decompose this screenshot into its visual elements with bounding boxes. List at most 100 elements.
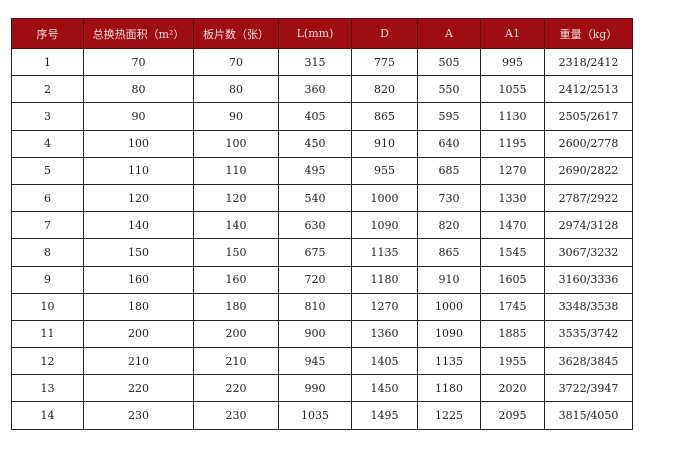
- table-cell: 160: [193, 265, 279, 294]
- table-row: 5 110 110 495 955 685 1270 2690/2822: [11, 156, 633, 185]
- table-cell: 150: [83, 238, 194, 267]
- table-row: 2 80 80 360 820 550 1055 2412/2513: [11, 75, 633, 104]
- table-row: 9 160 160 720 1180 910 1605 3160/3336: [11, 265, 633, 294]
- table-cell: 1055: [480, 75, 545, 104]
- table-cell: 1000: [351, 183, 418, 213]
- table-cell: 1000: [417, 292, 481, 321]
- table-cell: 12: [11, 347, 84, 376]
- table-row: 13 220 220 990 1450 1180 2020 3722/3947: [11, 374, 633, 403]
- table-cell: 1470: [480, 211, 545, 240]
- table-cell: 4: [11, 129, 84, 158]
- table-cell: 9: [11, 265, 84, 294]
- table-cell: 730: [417, 183, 481, 213]
- table-cell: 100: [83, 129, 194, 158]
- table-cell: 2600/2778: [544, 129, 633, 158]
- table-row: 1 70 70 315 775 505 995 2318/2412: [11, 47, 633, 77]
- table-cell: 210: [83, 347, 194, 376]
- table-cell: 820: [417, 211, 481, 240]
- column-header: A1: [480, 18, 545, 49]
- table-cell: 1270: [480, 156, 545, 185]
- table-row: 14 230 230 1035 1495 1225 2095 3815/4050: [11, 401, 633, 430]
- column-header: 序号: [11, 18, 84, 49]
- table-row: 10 180 180 810 1270 1000 1745 3348/3538: [11, 292, 633, 321]
- spec-table: 序号 总换热面积（m²） 板片数（张） L(mm) D A A1 重量（kg） 1 70 70 31…: [11, 18, 633, 430]
- table-cell: 360: [278, 75, 352, 104]
- table-cell: 3722/3947: [544, 374, 633, 403]
- table-cell: 2318/2412: [544, 47, 633, 77]
- table-cell: 70: [83, 47, 194, 77]
- table-cell: 675: [278, 238, 352, 267]
- table-cell: 1090: [351, 211, 418, 240]
- table-cell: 1180: [351, 265, 418, 294]
- table-cell: 945: [278, 347, 352, 376]
- table-cell: 1135: [351, 238, 418, 267]
- table-cell: 2505/2617: [544, 102, 633, 131]
- table-cell: 865: [351, 102, 418, 131]
- table-cell: 80: [193, 75, 279, 104]
- table-cell: 8: [11, 238, 84, 267]
- table-cell: 3348/3538: [544, 292, 633, 321]
- column-header: 板片数（张）: [193, 18, 279, 49]
- table-cell: 1: [11, 47, 84, 77]
- table-cell: 1545: [480, 238, 545, 267]
- table-cell: 775: [351, 47, 418, 77]
- column-header: 重量（kg）: [544, 18, 633, 49]
- table-cell: 140: [193, 211, 279, 240]
- table-cell: 14: [11, 401, 84, 430]
- table-cell: 80: [83, 75, 194, 104]
- table-cell: 630: [278, 211, 352, 240]
- table-cell: 160: [83, 265, 194, 294]
- table-row: 8 150 150 675 1135 865 1545 3067/3232: [11, 238, 633, 267]
- table-cell: 3815/4050: [544, 401, 633, 430]
- table-cell: 955: [351, 156, 418, 185]
- table-cell: 13: [11, 374, 84, 403]
- table-cell: 110: [193, 156, 279, 185]
- table-cell: 120: [83, 183, 194, 213]
- table-cell: 2095: [480, 401, 545, 430]
- table-cell: 1130: [480, 102, 545, 131]
- table-cell: 180: [83, 292, 194, 321]
- table-cell: 200: [83, 319, 194, 349]
- table-cell: 2787/2922: [544, 183, 633, 213]
- table-cell: 990: [278, 374, 352, 403]
- table-cell: 1225: [417, 401, 481, 430]
- table-cell: 1195: [480, 129, 545, 158]
- column-header: D: [351, 18, 418, 49]
- table-cell: 230: [193, 401, 279, 430]
- table-cell: 720: [278, 265, 352, 294]
- table-cell: 505: [417, 47, 481, 77]
- table-cell: 2974/3128: [544, 211, 633, 240]
- table-cell: 70: [193, 47, 279, 77]
- table-cell: 11: [11, 319, 84, 349]
- table-row: 11 200 200 900 1360 1090 1885 3535/3742: [11, 319, 633, 349]
- table-cell: 2: [11, 75, 84, 104]
- table-cell: 10: [11, 292, 84, 321]
- table-cell: 6: [11, 183, 84, 213]
- table-cell: 315: [278, 47, 352, 77]
- table-row: 12 210 210 945 1405 1135 1955 3628/3845: [11, 347, 633, 376]
- table-cell: 150: [193, 238, 279, 267]
- table-cell: 3: [11, 102, 84, 131]
- table-cell: 100: [193, 129, 279, 158]
- table-cell: 540: [278, 183, 352, 213]
- table-cell: 1405: [351, 347, 418, 376]
- table-cell: 1955: [480, 347, 545, 376]
- table-cell: 210: [193, 347, 279, 376]
- table-cell: 1360: [351, 319, 418, 349]
- table-cell: 2020: [480, 374, 545, 403]
- table-cell: 110: [83, 156, 194, 185]
- table-cell: 1745: [480, 292, 545, 321]
- table-cell: 640: [417, 129, 481, 158]
- table-cell: 450: [278, 129, 352, 158]
- table-cell: 995: [480, 47, 545, 77]
- table-cell: 865: [417, 238, 481, 267]
- column-header: 总换热面积（m²）: [83, 18, 194, 49]
- table-row: 7 140 140 630 1090 820 1470 2974/3128: [11, 211, 633, 240]
- table-cell: 1330: [480, 183, 545, 213]
- table-cell: 5: [11, 156, 84, 185]
- table-cell: 1495: [351, 401, 418, 430]
- table-cell: 230: [83, 401, 194, 430]
- table-cell: 910: [417, 265, 481, 294]
- table-cell: 220: [83, 374, 194, 403]
- table-cell: 2690/2822: [544, 156, 633, 185]
